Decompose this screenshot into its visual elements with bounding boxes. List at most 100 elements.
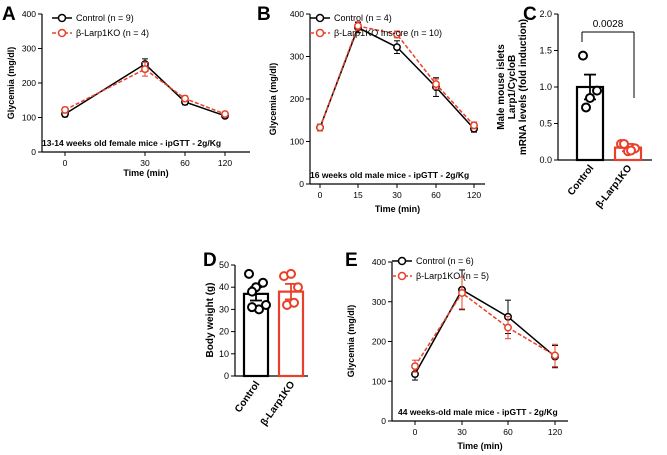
- data-point: [578, 50, 588, 61]
- x-category-label: β-Larp1KO: [594, 163, 635, 211]
- panel-a-note: 13-14 weeks old female mice - ipGTT - 2g…: [42, 138, 221, 148]
- data-point: [504, 323, 512, 332]
- significance-bracket: 0.0028: [581, 19, 635, 98]
- x-tick-label: 120: [218, 158, 232, 168]
- x-tick-label: 120: [467, 190, 481, 200]
- panel-letter-b: B: [257, 4, 271, 25]
- y-tick-label: 100: [372, 376, 386, 386]
- y-axis-label: Glycemia (mg/dl): [6, 47, 16, 120]
- panel-c: C 0.0 0.5 1.0 1.5 2.0 Male mouse islets Larp1/…: [496, 4, 652, 211]
- y-tick-label: 100: [290, 137, 304, 147]
- x-tick-label: 60: [431, 190, 441, 200]
- data-point: [244, 268, 254, 279]
- panel-b-note: 16 weeks old male mice - ipGTT - 2g/Kg: [310, 170, 469, 180]
- p-value-label: 0.0028: [593, 19, 624, 30]
- y-axis-label: Glycemia (mg/dl): [268, 63, 278, 136]
- data-point: [551, 351, 559, 360]
- panel-a-legend: Control (n = 9) β-Larp1KO (n = 4): [52, 13, 149, 38]
- y-tick-label: 100: [22, 113, 36, 123]
- x-tick-label: 0: [63, 158, 68, 168]
- y-axis-label: Male mouse islets: [496, 44, 507, 130]
- y-tick-label: 0: [381, 416, 386, 426]
- plot-e: 0 100 200 300 400 0 30 60 120 Time (min) Glycemia …: [346, 257, 568, 451]
- panel-b: B 0 100 200 300 400 0 15 30 60 120 Time (min) Glyce…: [257, 4, 485, 214]
- y-tick-label: 20: [219, 327, 229, 337]
- y-tick-label: 1.0: [539, 82, 552, 92]
- x-tick-label: 120: [548, 427, 562, 437]
- x-tick-label: 30: [392, 190, 402, 200]
- data-point: [221, 110, 229, 119]
- panel-letter-e: E: [345, 250, 358, 271]
- y-tick-label: 0: [31, 147, 36, 157]
- data-point: [619, 138, 629, 149]
- y-tick-label: 400: [290, 9, 304, 19]
- x-category-label: β-Larp1KO: [259, 379, 298, 428]
- x-category-label: Control: [233, 379, 263, 415]
- x-tick-label: 0: [318, 190, 323, 200]
- panel-d: D 0 10 20 30 40 50 Body weight (g) Controlβ-Lar…: [203, 250, 308, 428]
- series-line-ko: [64, 68, 226, 115]
- x-tick-label: 30: [457, 427, 467, 437]
- y-tick-label: 30: [219, 304, 229, 314]
- plot-c: 0.0 0.5 1.0 1.5 2.0 Male mouse islets Larp1/Cy…: [496, 9, 652, 211]
- y-tick-label: 0.5: [539, 119, 552, 129]
- y-tick-label: 300: [372, 297, 386, 307]
- data-point: [458, 289, 466, 297]
- data-point: [247, 286, 257, 297]
- data-point: [626, 145, 636, 156]
- series-line-ko: [319, 25, 475, 128]
- y-axis-label: Glycemia (mg/dl): [346, 305, 356, 378]
- y-tick-label: 50: [219, 260, 229, 270]
- legend-ko-label: β-Larp1KO (n = 5): [416, 271, 489, 281]
- y-tick-label: 300: [290, 52, 304, 62]
- y-tick-label: 2.0: [539, 9, 552, 19]
- y-tick-label: 1.5: [539, 46, 552, 56]
- data-point: [286, 268, 296, 279]
- y-tick-label: 200: [372, 337, 386, 347]
- y-axis-label: mRNA levels (fold induction): [518, 19, 529, 155]
- series-line-ko: [414, 291, 556, 367]
- x-axis-label: Time (min): [375, 204, 420, 214]
- plot-b: 0 100 200 300 400 0 15 30 60 120 Time (min) Glycemi…: [268, 9, 485, 214]
- data-point: [470, 121, 478, 130]
- data-point: [585, 92, 595, 103]
- data-point: [258, 277, 268, 288]
- legend-control-marker: [315, 13, 325, 23]
- panel-letter-a: A: [2, 4, 16, 25]
- y-tick-label: 40: [219, 282, 229, 292]
- series-line-control: [414, 288, 556, 375]
- data-point: [393, 30, 401, 39]
- legend-control-marker: [397, 256, 407, 266]
- data-point: [247, 302, 257, 313]
- data-point: [293, 282, 303, 293]
- panel-b-legend: Control (n = 4) β-Larp1KO Ins-cre (n = 1…: [310, 13, 442, 38]
- legend-control-label: Control (n = 4): [334, 13, 392, 23]
- data-point: [581, 102, 591, 113]
- panel-e-note: 44 weeks-old male mice - ipGTT - 2g/Kg: [398, 407, 558, 417]
- x-tick-label: 60: [180, 158, 190, 168]
- x-axis-label: Time (min): [123, 168, 168, 178]
- y-tick-label: 300: [22, 44, 36, 54]
- y-tick-label: 200: [290, 94, 304, 104]
- x-category-label: Control: [566, 163, 597, 198]
- y-tick-label: 10: [219, 349, 229, 359]
- x-tick-label: 15: [353, 190, 363, 200]
- legend-ko-marker: [397, 271, 407, 281]
- legend-ko-label: β-Larp1KO (n = 4): [76, 28, 149, 38]
- legend-control-label: Control (n = 6): [416, 256, 474, 266]
- x-axis-label: Time (min): [457, 441, 502, 451]
- data-point: [316, 123, 324, 132]
- y-tick-label: 0.0: [539, 155, 552, 165]
- plot-d: 0 10 20 30 40 50 Body weight (g) Controlβ-Larp1…: [205, 260, 308, 428]
- data-point: [411, 362, 419, 371]
- y-axis-label: Body weight (g): [205, 283, 216, 358]
- y-tick-label: 400: [22, 9, 36, 19]
- legend-ko-label: β-Larp1KO Ins-cre (n = 10): [334, 28, 442, 38]
- data-point: [261, 299, 271, 310]
- y-tick-label: 400: [372, 257, 386, 267]
- legend-control-marker: [57, 13, 67, 23]
- panel-letter-c: C: [523, 4, 537, 25]
- x-tick-label: 0: [413, 427, 418, 437]
- data-point: [354, 21, 362, 30]
